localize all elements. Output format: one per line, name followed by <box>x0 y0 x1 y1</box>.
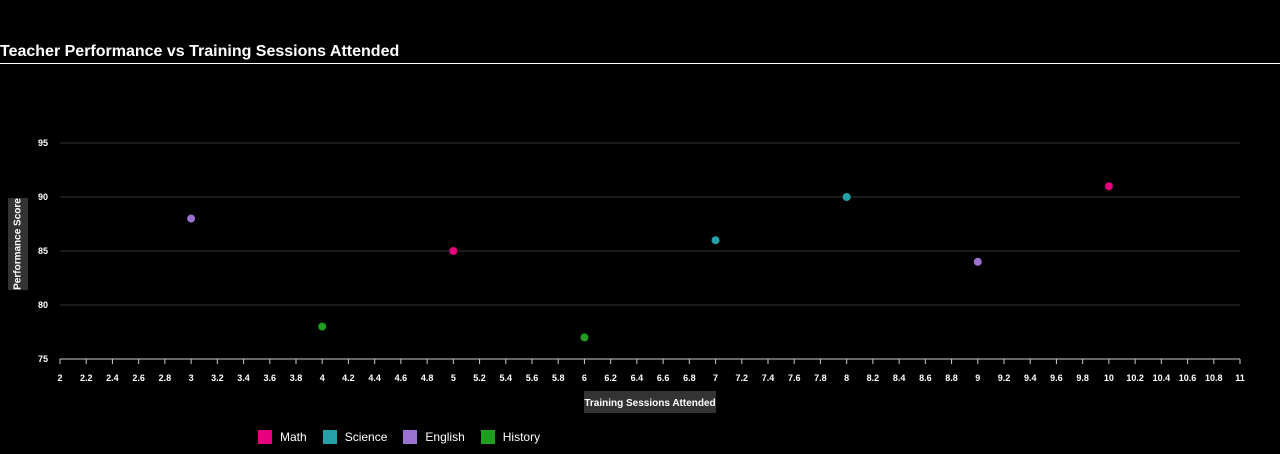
legend-item-science[interactable]: Science <box>322 430 388 444</box>
x-tick-label: 5 <box>451 373 456 383</box>
y-tick-label: 95 <box>38 138 48 148</box>
x-tick-label: 8 <box>844 373 849 383</box>
legend-item-math[interactable]: Math <box>258 430 307 444</box>
x-tick-label: 6.8 <box>683 373 696 383</box>
x-tick-label: 3.4 <box>237 373 250 383</box>
y-axis-title-background <box>8 198 28 290</box>
legend-label: Science <box>344 430 388 444</box>
x-axis-title-group: Training Sessions Attended <box>584 391 716 413</box>
x-tick-label: 7.8 <box>814 373 827 383</box>
x-tick-label: 3.2 <box>211 373 224 383</box>
x-tick-label: 2.8 <box>159 373 172 383</box>
x-tick-label: 9 <box>975 373 980 383</box>
legend-label: English <box>425 430 465 444</box>
x-tick-label: 9.2 <box>998 373 1011 383</box>
x-tick-label: 9.4 <box>1024 373 1037 383</box>
data-point-history <box>318 322 327 331</box>
x-tick-label: 4.6 <box>395 373 408 383</box>
x-tick-label: 3.6 <box>264 373 277 383</box>
x-tick-label: 6.6 <box>657 373 670 383</box>
x-tick-label: 7 <box>713 373 718 383</box>
x-tick-label: 4.4 <box>368 373 381 383</box>
axes <box>59 358 1241 364</box>
data-point-history <box>580 333 589 342</box>
y-tick-labels: 75 80 85 90 95 <box>38 138 48 364</box>
x-tick-label: 8.8 <box>945 373 958 383</box>
y-tick-label: 85 <box>38 246 48 256</box>
x-tick-label: 7.4 <box>762 373 775 383</box>
x-tick-label: 5.2 <box>473 373 486 383</box>
legend-item-history[interactable]: History <box>480 430 541 444</box>
legend-item-english[interactable]: English <box>403 430 465 444</box>
x-tick-label: 5.8 <box>552 373 565 383</box>
x-tick-label: 6 <box>582 373 587 383</box>
x-tick-label: 9.6 <box>1050 373 1063 383</box>
x-tick-label: 9.8 <box>1076 373 1089 383</box>
x-tick-label: 2.6 <box>132 373 145 383</box>
x-tick-label: 3 <box>189 373 194 383</box>
data-point-math <box>449 247 458 255</box>
x-tick-label: 2.2 <box>80 373 93 383</box>
legend-swatch <box>403 430 418 444</box>
legend-label: Math <box>280 430 307 444</box>
legend-label: History <box>502 430 541 444</box>
legend-swatch <box>322 430 337 444</box>
x-tick-label: 10 <box>1104 373 1114 383</box>
x-tick-label: 10.2 <box>1126 373 1144 383</box>
x-tick-label: 11 <box>1235 373 1245 383</box>
x-tick-label: 6.2 <box>604 373 617 383</box>
y-tick-label: 80 <box>38 300 48 310</box>
x-tick-label: 6.4 <box>631 373 644 383</box>
legend: Math Science English History <box>258 430 540 444</box>
legend-swatch <box>258 430 272 444</box>
data-point-science <box>842 193 851 201</box>
x-tick-label: 8.2 <box>867 373 880 383</box>
chart-title: Teacher Performance vs Training Sessions… <box>0 43 400 60</box>
y-tick-label: 90 <box>38 192 48 202</box>
data-point-math <box>1104 182 1113 191</box>
x-tick-label: 3.8 <box>290 373 303 383</box>
x-tick-label: 4.8 <box>421 373 434 383</box>
x-axis-title: Training Sessions Attended <box>584 398 715 409</box>
x-tick-label: 8.4 <box>893 373 906 383</box>
x-tick-label: 2 <box>57 373 62 383</box>
data-point-english <box>187 214 196 223</box>
x-tick-label: 10.4 <box>1153 373 1171 383</box>
data-point-science <box>711 236 720 245</box>
y-tick-label: 75 <box>38 354 48 364</box>
x-tick-label: 7.2 <box>736 373 749 383</box>
legend-swatch <box>480 430 495 444</box>
x-tick-labels: 2 2.2 2.4 2.6 2.8 3 3.2 3.4 3.6 3.8 4 4.2 4.4 4.6 4.8 5… <box>57 373 1244 383</box>
y-axis-title: Performance Score <box>13 198 24 290</box>
x-tick-label: 10.8 <box>1205 373 1223 383</box>
x-tick-label: 2.4 <box>106 373 119 383</box>
x-tick-label: 7.6 <box>788 373 801 383</box>
grid-lines <box>60 142 1240 306</box>
title-divider <box>0 63 1280 64</box>
x-tick-label: 5.6 <box>526 373 539 383</box>
data-point-english <box>973 257 982 266</box>
data-points <box>187 182 1113 342</box>
x-tick-label: 4.2 <box>342 373 355 383</box>
x-axis-title-background <box>584 391 716 413</box>
x-tick-label: 10.6 <box>1179 373 1197 383</box>
y-axis-title-group: Performance Score <box>8 198 28 290</box>
x-tick-label: 5.4 <box>500 373 513 383</box>
x-tick-label: 8.6 <box>919 373 932 383</box>
x-tick-label: 4 <box>320 373 325 383</box>
